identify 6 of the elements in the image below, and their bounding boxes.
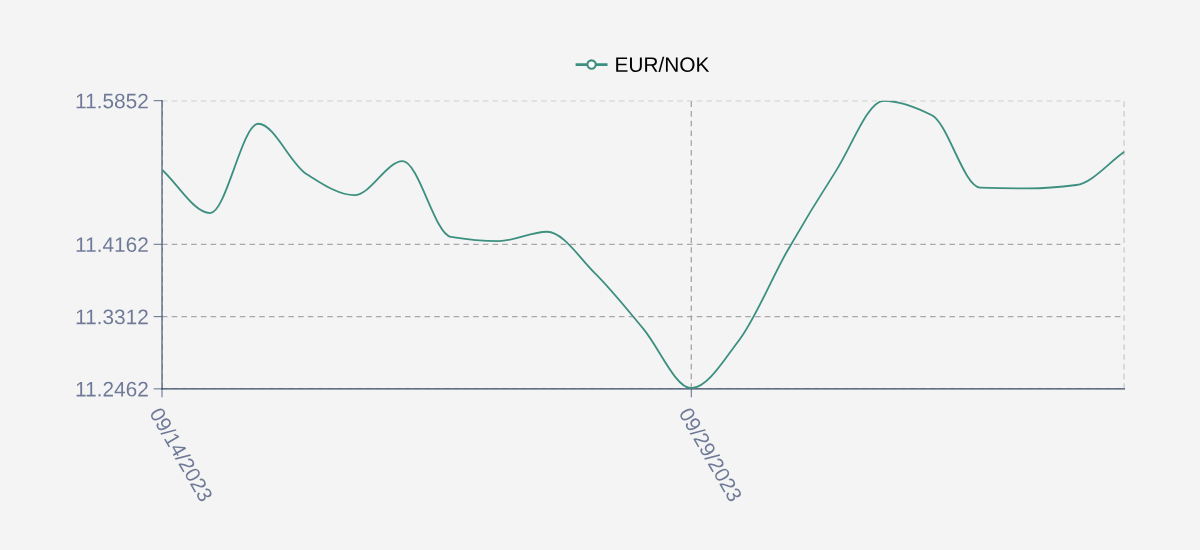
legend-label: EUR/NOK — [616, 56, 710, 73]
line-series — [162, 100, 1125, 389]
y-tick-label: 11.5852 — [76, 93, 148, 109]
y-tick-label: 11.3312 — [76, 309, 148, 325]
y-tick-label: 11.4162 — [76, 237, 148, 253]
y-tick-label: 11.2462 — [76, 381, 148, 397]
